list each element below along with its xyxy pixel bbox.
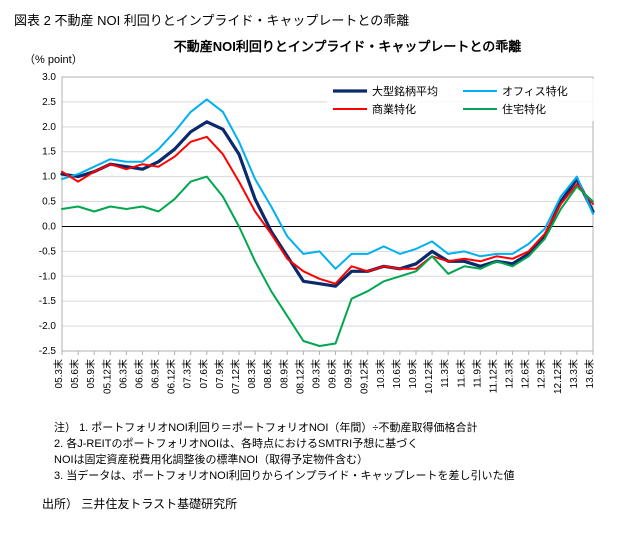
- svg-text:-2.0: -2.0: [39, 321, 57, 332]
- svg-text:0.5: 0.5: [42, 197, 56, 208]
- svg-text:07.9末: 07.9末: [213, 359, 226, 388]
- svg-text:1.5: 1.5: [42, 147, 56, 158]
- svg-text:10.6末: 10.6末: [390, 359, 403, 388]
- svg-text:12.3末: 12.3末: [503, 359, 516, 388]
- chart-title: 不動産NOI利回りとインプライド・キャップレートとの乖離: [174, 39, 522, 54]
- chart-source: 出所） 三井住友トラスト基礎研究所: [42, 495, 603, 512]
- note-line: NOIは固定資産税費用化調整後の標準NOI（取得予定物件含む）: [54, 453, 603, 469]
- chart-notes: 注） 1. ポートフォリオNOI利回り＝ポートフォリオNOI（年間）÷不動産取得…: [54, 421, 603, 485]
- svg-text:09.6末: 09.6末: [326, 359, 339, 388]
- figure-caption: 図表 2 不動産 NOI 利回りとインプライド・キャップレートとの乖離: [14, 10, 603, 29]
- svg-text:12.6末: 12.6末: [519, 359, 532, 388]
- svg-text:2.5: 2.5: [42, 97, 56, 108]
- svg-text:07.12末: 07.12末: [229, 359, 242, 394]
- svg-text:2.0: 2.0: [42, 122, 56, 133]
- svg-text:09.3末: 09.3末: [309, 359, 322, 388]
- note-line: 1. ポートフォリオNOI利回り＝ポートフォリオNOI（年間）÷不動産取得価格合…: [79, 422, 477, 434]
- svg-text:13.6末: 13.6末: [583, 359, 596, 388]
- svg-text:08.3末: 08.3末: [245, 359, 258, 388]
- svg-text:12.12末: 12.12末: [551, 359, 564, 394]
- svg-text:10.12末: 10.12末: [422, 359, 435, 394]
- source-text: 三井住友トラスト基礎研究所: [81, 497, 237, 511]
- svg-text:08.6末: 08.6末: [261, 359, 274, 388]
- svg-text:12.9末: 12.9末: [535, 359, 548, 388]
- svg-text:05.3末: 05.3末: [52, 359, 65, 388]
- svg-text:-0.5: -0.5: [39, 246, 57, 257]
- svg-text:07.3末: 07.3末: [181, 359, 194, 388]
- svg-text:06.9末: 06.9末: [149, 359, 162, 388]
- svg-text:11.9末: 11.9末: [470, 359, 483, 388]
- legend-label: 商業特化: [372, 102, 416, 116]
- note-line: 2. 各J-REITのポートフォリオNOIは、各時点におけるSMTRI予想に基づ…: [54, 437, 603, 453]
- y-axis: -2.5 -2.0 -1.5 -1.0 -0.5 0.0 0.5 1.0 1.5 2.0 2.5 3.…: [39, 72, 57, 357]
- page: 図表 2 不動産 NOI 利回りとインプライド・キャップレートとの乖離 -2.5…: [0, 0, 617, 542]
- svg-text:05.12末: 05.12末: [100, 359, 113, 394]
- svg-text:3.0: 3.0: [42, 72, 56, 83]
- legend-label: 住宅特化: [502, 102, 546, 116]
- svg-text:07.6末: 07.6末: [197, 359, 210, 388]
- svg-text:05.6末: 05.6末: [68, 359, 81, 388]
- svg-text:06.6末: 06.6末: [132, 359, 145, 388]
- legend: 大型銘柄平均 オフィス特化商業特化 住宅特化: [327, 79, 597, 121]
- svg-text:09.9末: 09.9末: [342, 359, 355, 388]
- chart-container: -2.5 -2.0 -1.5 -1.0 -0.5 0.0 0.5 1.0 1.5 2.0 2.5 3.…: [14, 33, 603, 413]
- svg-text:-1.0: -1.0: [39, 271, 57, 282]
- note-line: 3. 当データは、ポートフォリオNOI利回りからインプライド・キャップレートを差…: [54, 469, 603, 485]
- legend-label: オフィス特化: [502, 84, 568, 98]
- svg-text:08.9末: 08.9末: [277, 359, 290, 388]
- y-axis-label: （% point）: [24, 53, 83, 66]
- svg-text:-2.5: -2.5: [39, 346, 57, 357]
- svg-text:10.3末: 10.3末: [374, 359, 387, 388]
- svg-text:06.3末: 06.3末: [116, 359, 129, 388]
- svg-text:0.0: 0.0: [42, 221, 56, 232]
- svg-text:10.9末: 10.9末: [406, 359, 419, 388]
- svg-text:11.3末: 11.3末: [438, 359, 451, 388]
- svg-text:06.12末: 06.12末: [165, 359, 178, 394]
- svg-text:13.3末: 13.3末: [567, 359, 580, 388]
- legend-label: 大型銘柄平均: [372, 84, 438, 98]
- svg-text:-1.5: -1.5: [39, 296, 57, 307]
- svg-text:09.12末: 09.12末: [358, 359, 371, 394]
- svg-text:08.12末: 08.12末: [293, 359, 306, 394]
- notes-label: 注）: [54, 422, 76, 434]
- line-chart: -2.5 -2.0 -1.5 -1.0 -0.5 0.0 0.5 1.0 1.5 2.0 2.5 3.…: [14, 33, 603, 413]
- svg-text:11.12末: 11.12末: [486, 359, 499, 393]
- x-axis: 05.3末05.6末05.9末05.12末06.3末06.6末 06.9末06.1…: [52, 351, 596, 394]
- svg-text:1.0: 1.0: [42, 172, 56, 183]
- source-label: 出所）: [42, 497, 78, 511]
- svg-text:05.9末: 05.9末: [84, 359, 97, 388]
- svg-text:11.6末: 11.6末: [454, 359, 467, 388]
